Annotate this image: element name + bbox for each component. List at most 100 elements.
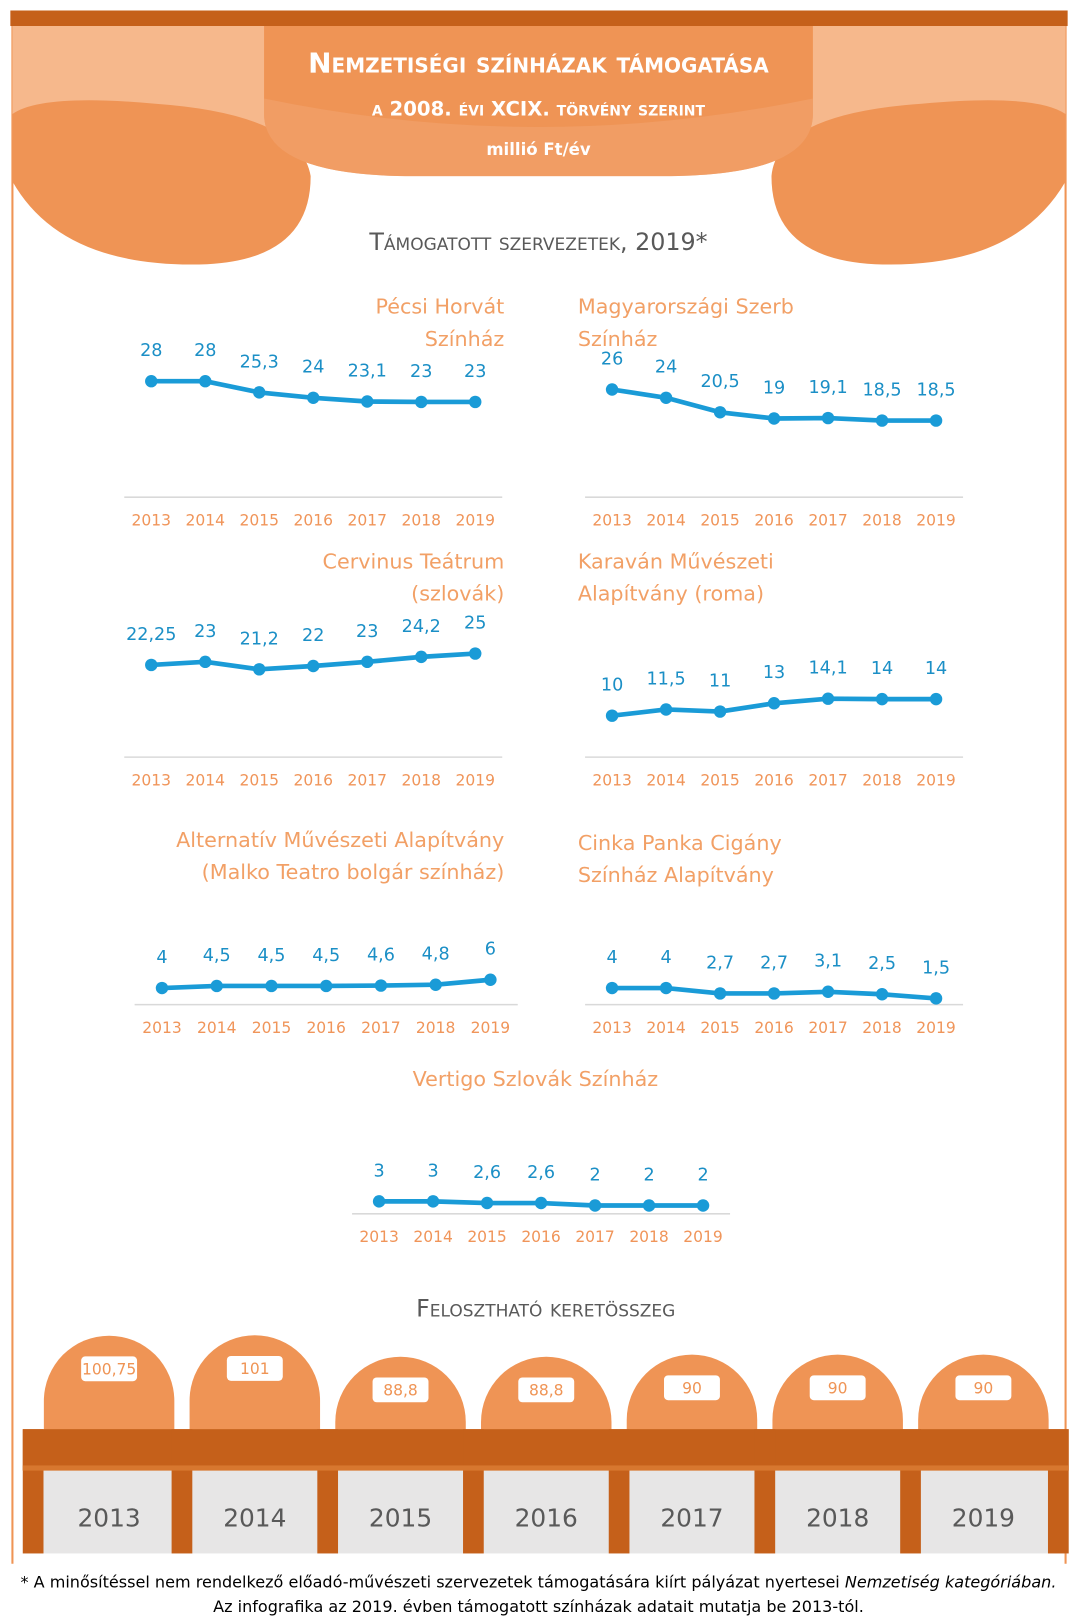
x-tick-label: 2014 xyxy=(223,1503,286,1532)
seat-bar xyxy=(190,1335,320,1444)
x-tick-label: 2014 xyxy=(646,1019,686,1037)
value-label: 21,2 xyxy=(240,629,279,649)
value-label: 100,75 xyxy=(82,1360,136,1378)
footnote-text: * A minősítéssel nem rendelkező előadó-m… xyxy=(21,1572,845,1591)
data-point xyxy=(469,396,481,408)
x-tick-label: 2013 xyxy=(132,771,172,789)
seat-post xyxy=(609,1429,630,1553)
value-label: 88,8 xyxy=(529,1381,564,1399)
data-point xyxy=(714,987,726,999)
footnote: * A minősítéssel nem rendelkező előadó-m… xyxy=(21,1572,1057,1591)
x-tick-label: 2016 xyxy=(754,771,794,789)
seat-post xyxy=(317,1429,338,1553)
data-point xyxy=(361,395,373,407)
x-tick-label: 2018 xyxy=(401,512,441,530)
value-label: 88,8 xyxy=(383,1381,418,1399)
x-tick-label: 2016 xyxy=(294,512,334,530)
data-point xyxy=(714,705,726,717)
value-label: 14,1 xyxy=(808,659,847,679)
data-point xyxy=(265,980,277,992)
x-tick-label: 2015 xyxy=(240,512,280,530)
data-point xyxy=(415,396,427,408)
x-tick-label: 2013 xyxy=(592,771,631,789)
value-label: 90 xyxy=(682,1379,702,1397)
x-tick-label: 2013 xyxy=(592,512,631,530)
value-label: 2,7 xyxy=(706,953,734,973)
x-tick-label: 2019 xyxy=(455,512,495,530)
section-title: Felosztható keretösszeg xyxy=(416,1295,675,1323)
value-label: 26 xyxy=(601,349,623,369)
x-tick-label: 2013 xyxy=(142,1019,182,1037)
value-label: 23 xyxy=(410,362,432,382)
data-point xyxy=(697,1199,709,1211)
charts: Pécsi HorvátSzínház201328201428201525,32… xyxy=(23,295,1069,1554)
value-label: 4,5 xyxy=(203,946,231,966)
value-label: 2 xyxy=(697,1165,708,1185)
value-label: 14 xyxy=(925,659,947,679)
data-point xyxy=(469,647,481,659)
seat-post xyxy=(463,1429,484,1553)
x-tick-label: 2013 xyxy=(359,1228,399,1246)
seat-post xyxy=(172,1429,193,1553)
x-tick-label: 2014 xyxy=(186,512,226,530)
value-label: 4 xyxy=(660,948,671,968)
x-tick-label: 2016 xyxy=(515,1503,578,1532)
x-tick-label: 2018 xyxy=(862,512,902,530)
top-bar xyxy=(10,10,1067,26)
value-label: 2,6 xyxy=(527,1163,555,1183)
infographic: Nemzetiségi színházak támogatása a 2008.… xyxy=(0,0,1078,1624)
data-point xyxy=(375,979,387,991)
value-label: 4,8 xyxy=(422,945,450,965)
x-tick-label: 2019 xyxy=(471,1019,511,1037)
value-label: 14 xyxy=(871,659,893,679)
data-point xyxy=(484,974,496,986)
panel-title: (szlovák) xyxy=(411,582,504,606)
value-label: 3,1 xyxy=(814,952,842,972)
data-point xyxy=(427,1195,439,1207)
seat-post xyxy=(754,1429,775,1553)
panel-title: Színház Alapítvány xyxy=(578,863,774,887)
x-tick-label: 2017 xyxy=(808,1019,847,1037)
panel-title: (Malko Teatro bolgár színház) xyxy=(202,860,505,884)
data-point xyxy=(930,414,942,426)
seat-post xyxy=(23,1429,44,1553)
seat-post xyxy=(1048,1429,1069,1553)
data-point xyxy=(307,660,319,672)
x-tick-label: 2017 xyxy=(575,1228,614,1246)
data-point xyxy=(481,1197,493,1209)
data-point xyxy=(660,392,672,404)
value-label: 3 xyxy=(373,1161,384,1181)
x-tick-label: 2016 xyxy=(754,512,794,530)
footnote-italic: Nemzetiség kategóriában. xyxy=(845,1572,1057,1591)
value-label: 11 xyxy=(709,672,731,692)
data-point xyxy=(660,982,672,994)
value-label: 20,5 xyxy=(700,372,739,392)
value-label: 23,1 xyxy=(348,361,387,381)
panel-title: Színház xyxy=(578,327,658,351)
data-point xyxy=(714,406,726,418)
x-tick-label: 2018 xyxy=(629,1228,669,1246)
data-point xyxy=(876,414,888,426)
data-point xyxy=(253,386,265,398)
data-point xyxy=(606,383,618,395)
value-label: 4,6 xyxy=(367,946,395,966)
panel-title: Alapítvány (roma) xyxy=(578,582,764,606)
panel-title: Színház xyxy=(425,327,505,351)
value-label: 2 xyxy=(643,1165,654,1185)
value-label: 4 xyxy=(156,948,167,968)
data-point xyxy=(253,663,265,675)
value-label: 22,25 xyxy=(126,625,176,645)
value-label: 6 xyxy=(485,940,496,960)
data-point xyxy=(145,375,157,387)
x-tick-label: 2017 xyxy=(808,512,847,530)
x-tick-label: 2017 xyxy=(361,1019,401,1037)
x-tick-label: 2019 xyxy=(683,1228,722,1246)
data-point xyxy=(643,1199,655,1211)
value-label: 24 xyxy=(655,358,677,378)
data-point xyxy=(589,1199,601,1211)
data-point xyxy=(606,709,618,721)
value-label: 23 xyxy=(194,622,216,642)
value-label: 18,5 xyxy=(862,381,901,401)
value-label: 3 xyxy=(427,1161,438,1181)
x-tick-label: 2015 xyxy=(467,1228,507,1246)
